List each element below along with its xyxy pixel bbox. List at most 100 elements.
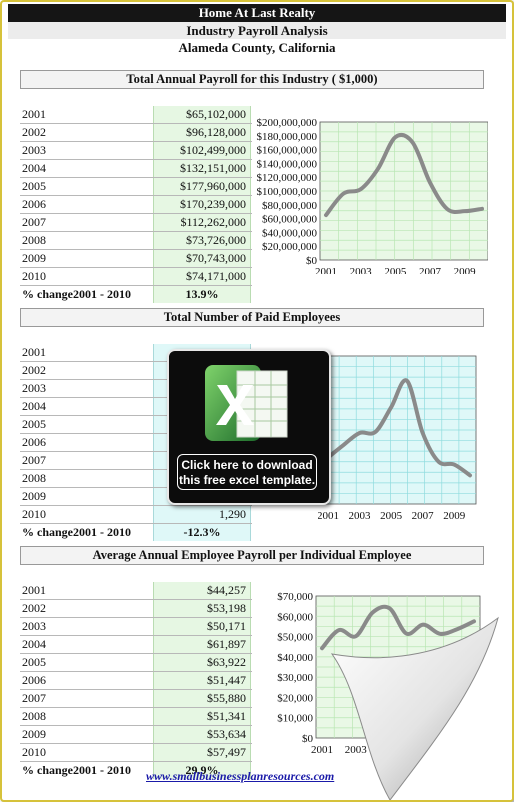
table-row: 2010 $74,171,000 bbox=[20, 268, 252, 286]
y-tick-label: $10,000 bbox=[277, 713, 313, 725]
year-cell: 2010 bbox=[22, 269, 46, 283]
download-message-line2: this free excel template. bbox=[178, 473, 316, 487]
x-tick-label: 2001 bbox=[311, 744, 333, 756]
value-cell: $57,497 bbox=[153, 744, 251, 761]
payroll-table: 2001 $65,102,000 2002 $96,128,000 2003 $102,4… bbox=[20, 106, 252, 303]
x-tick-label: 2003 bbox=[350, 266, 373, 274]
year-cell: 2007 bbox=[22, 691, 46, 705]
y-tick-label: $60,000,000 bbox=[262, 214, 318, 226]
value-cell: $70,743,000 bbox=[153, 250, 251, 267]
company-title: Home At Last Realty bbox=[8, 4, 506, 22]
year-cell: 2003 bbox=[22, 381, 46, 395]
table-row: 2001 $44,257 bbox=[20, 582, 252, 600]
value-cell: $44,257 bbox=[153, 582, 251, 599]
footer-link[interactable]: www.smallbusinessplanresources.com bbox=[146, 769, 335, 783]
year-cell: 2007 bbox=[22, 453, 46, 467]
table-row: 2008 $73,726,000 bbox=[20, 232, 252, 250]
x-tick-label: 2003 bbox=[349, 510, 372, 522]
year-cell: 2005 bbox=[22, 417, 46, 431]
x-tick-label: 2005 bbox=[380, 510, 403, 522]
table-row: 2003 $102,499,000 bbox=[20, 142, 252, 160]
year-cell: 2002 bbox=[22, 363, 46, 377]
y-tick-label: $50,000 bbox=[277, 632, 313, 644]
table-row: 2006 $170,239,000 bbox=[20, 196, 252, 214]
value-cell: $55,880 bbox=[153, 690, 251, 707]
value-cell: $63,922 bbox=[153, 654, 251, 671]
value-cell: $170,239,000 bbox=[153, 196, 251, 213]
table-row: 2009 $53,634 bbox=[20, 726, 252, 744]
x-tick-label: 2001 bbox=[315, 266, 337, 274]
year-cell: 2009 bbox=[22, 251, 46, 265]
pct-change-row: % change2001 - 2010 -12.3% bbox=[20, 524, 252, 541]
y-tick-label: $120,000,000 bbox=[257, 172, 318, 184]
y-tick-label: $40,000,000 bbox=[262, 227, 318, 239]
y-tick-label: $40,000 bbox=[277, 652, 313, 664]
year-cell: 2007 bbox=[22, 215, 46, 229]
table-row: 2008 $51,341 bbox=[20, 708, 252, 726]
x-tick-label: 2007 bbox=[419, 266, 442, 274]
pct-change-row: % change2001 - 2010 29.9% bbox=[20, 762, 252, 779]
table-row: 2010 $57,497 bbox=[20, 744, 252, 762]
download-message-line1: Click here to download bbox=[181, 458, 313, 472]
page-curl[interactable] bbox=[330, 614, 512, 802]
value-cell: $65,102,000 bbox=[153, 106, 251, 123]
avg-payroll-table: 2001 $44,257 2002 $53,198 2003 $50,171 2004 $61… bbox=[20, 582, 252, 779]
download-message[interactable]: Click here to download this free excel t… bbox=[177, 454, 317, 490]
year-cell: 2004 bbox=[22, 161, 46, 175]
pct-change-label: % change2001 - 2010 bbox=[22, 287, 131, 301]
table-row: 2005 $177,960,000 bbox=[20, 178, 252, 196]
x-tick-label: 2005 bbox=[384, 266, 407, 274]
value-cell: $73,726,000 bbox=[153, 232, 251, 249]
pct-change-label: % change2001 - 2010 bbox=[22, 525, 131, 539]
value-cell: $102,499,000 bbox=[153, 142, 251, 159]
year-cell: 2003 bbox=[22, 143, 46, 157]
pct-change-value: 13.9% bbox=[153, 286, 251, 303]
year-cell: 2002 bbox=[22, 601, 46, 615]
year-cell: 2005 bbox=[22, 179, 46, 193]
pct-change-label: % change2001 - 2010 bbox=[22, 763, 131, 777]
value-cell: 1,290 bbox=[153, 506, 251, 523]
x-tick-label: 2007 bbox=[412, 510, 435, 522]
download-template-popup[interactable]: Click here to download this free excel t… bbox=[167, 349, 331, 505]
year-cell: 2002 bbox=[22, 125, 46, 139]
year-cell: 2006 bbox=[22, 673, 46, 687]
table-row: 2007 $55,880 bbox=[20, 690, 252, 708]
section-employees-title: Total Number of Paid Employees bbox=[20, 308, 484, 327]
x-tick-label: 2009 bbox=[443, 510, 466, 522]
year-cell: 2009 bbox=[22, 489, 46, 503]
payroll-chart: $200,000,000 $180,000,000 $160,000,000$140… bbox=[257, 117, 488, 274]
value-cell: $74,171,000 bbox=[153, 268, 251, 285]
year-cell: 2009 bbox=[22, 727, 46, 741]
y-tick-label: $20,000,000 bbox=[262, 241, 318, 253]
value-cell: $51,447 bbox=[153, 672, 251, 689]
report-title: Industry Payroll Analysis bbox=[8, 22, 506, 39]
series-line bbox=[326, 378, 472, 478]
x-tick-label: 2001 bbox=[318, 510, 339, 522]
year-cell: 2005 bbox=[22, 655, 46, 669]
table-row: 2009 $70,743,000 bbox=[20, 250, 252, 268]
year-cell: 2010 bbox=[22, 745, 46, 759]
section-payroll-title: Total Annual Payroll for this Industry (… bbox=[20, 70, 484, 89]
year-cell: 2006 bbox=[22, 435, 46, 449]
y-tick-label: $200,000,000 bbox=[257, 117, 318, 129]
table-row: 2004 $61,897 bbox=[20, 636, 252, 654]
value-cell: $50,171 bbox=[153, 618, 251, 635]
table-row: 2005 $63,922 bbox=[20, 654, 252, 672]
table-row: 2003 $50,171 bbox=[20, 618, 252, 636]
year-cell: 2010 bbox=[22, 507, 46, 521]
value-cell: $51,341 bbox=[153, 708, 251, 725]
y-tick-label: $140,000,000 bbox=[257, 158, 318, 170]
value-cell: $53,198 bbox=[153, 600, 251, 617]
value-cell: $53,634 bbox=[153, 726, 251, 743]
pct-change-value: 29.9% bbox=[153, 762, 251, 779]
y-tick-label: $30,000 bbox=[277, 672, 313, 684]
y-tick-label: $20,000 bbox=[277, 692, 313, 704]
section-avg-payroll-title: Average Annual Employee Payroll per Indi… bbox=[20, 546, 484, 565]
table-row: 2001 $65,102,000 bbox=[20, 106, 252, 124]
value-cell: $61,897 bbox=[153, 636, 251, 653]
year-cell: 2008 bbox=[22, 709, 46, 723]
year-cell: 2003 bbox=[22, 619, 46, 633]
value-cell: $112,262,000 bbox=[153, 214, 251, 231]
year-cell: 2008 bbox=[22, 233, 46, 247]
